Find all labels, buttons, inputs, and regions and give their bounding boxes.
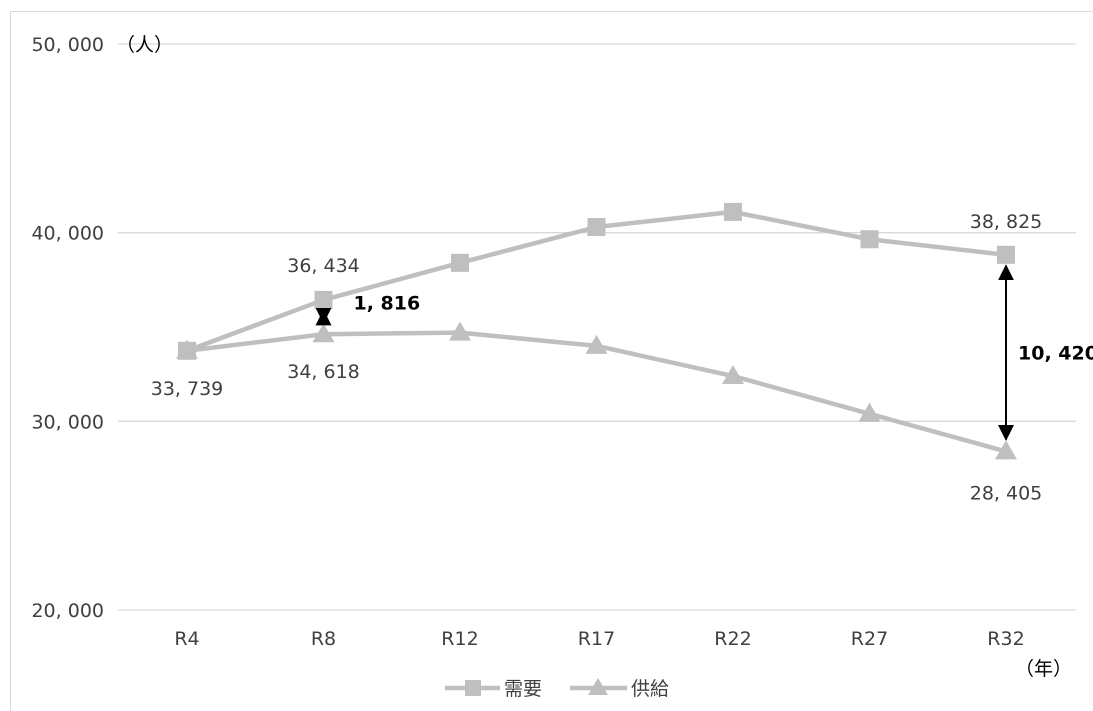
- x-tick-label: R4: [174, 628, 199, 650]
- gap-label: 1, 816: [354, 293, 421, 315]
- point-supply: [176, 339, 198, 359]
- point-demand: [451, 253, 469, 272]
- y-tick-label: 20, 000: [31, 600, 104, 622]
- point-demand: [997, 245, 1015, 264]
- x-tick-label: R17: [578, 628, 615, 650]
- legend-label-supply: 供給: [631, 678, 669, 700]
- data-label: 33, 739: [151, 378, 224, 400]
- x-tick-label: R22: [714, 628, 751, 650]
- point-supply: [449, 321, 471, 341]
- legend-marker-supply: [588, 678, 608, 695]
- point-demand: [860, 230, 879, 249]
- gap-label: 10, 420: [1018, 343, 1093, 365]
- point-supply: [858, 402, 881, 422]
- chart-frame: [10, 11, 1093, 711]
- legend-marker-demand: [465, 680, 481, 696]
- y-tick-label: 50, 000: [31, 34, 104, 56]
- point-demand: [587, 218, 606, 237]
- data-label: 36, 434: [287, 255, 360, 277]
- y-tick-label: 40, 000: [31, 223, 104, 245]
- data-label: 28, 405: [970, 482, 1043, 504]
- y-unit-label: （人）: [116, 34, 173, 56]
- y-tick-label: 30, 000: [31, 411, 104, 433]
- point-supply: [312, 323, 335, 343]
- point-supply: [995, 440, 1017, 460]
- legend-label-demand: 需要: [504, 678, 542, 700]
- x-tick-label: R32: [987, 628, 1024, 650]
- x-tick-label: R27: [851, 628, 888, 650]
- x-unit-label: （年）: [1015, 658, 1072, 680]
- data-label: 38, 825: [970, 211, 1043, 233]
- x-tick-label: R8: [311, 628, 336, 650]
- data-label: 34, 618: [287, 361, 360, 383]
- point-demand: [724, 202, 742, 221]
- point-demand: [314, 290, 333, 309]
- x-tick-label: R12: [441, 628, 478, 650]
- point-supply: [722, 365, 744, 385]
- point-supply: [585, 334, 608, 354]
